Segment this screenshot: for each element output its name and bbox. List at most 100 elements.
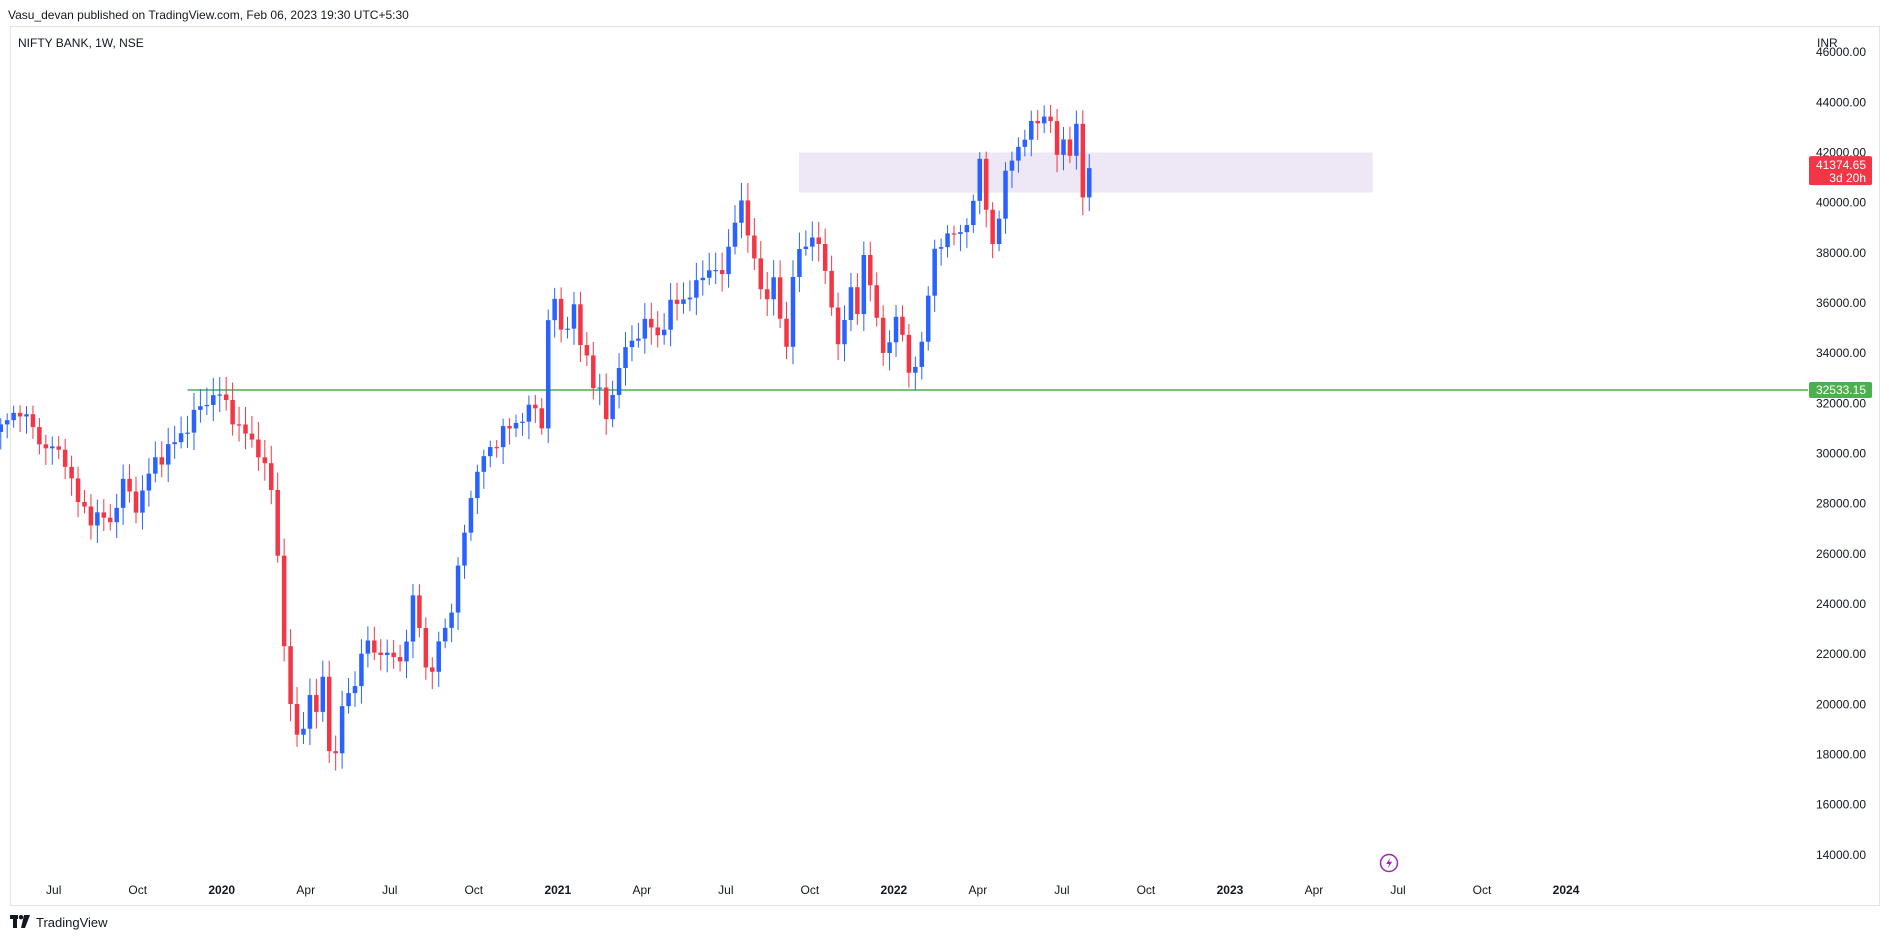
y-tick-label: 22000.00 [1816,647,1866,661]
y-tick-label: 34000.00 [1816,346,1866,360]
candle-body [900,316,905,335]
candle-body [520,421,525,423]
x-tick-label: Jul [1054,883,1069,897]
candle-body [372,640,377,653]
x-tick-label: Jul [382,883,397,897]
candle-body [597,387,602,389]
publish-text: Vasu_devan published on TradingView.com,… [8,8,409,22]
candle-body [346,693,351,707]
price-axis[interactable]: 14000.00 16000.00 18000.00 20000.00 22000.00… [1816,45,1866,862]
candle-body [694,280,699,298]
candle-body [269,463,274,490]
candle-body [384,652,390,656]
candle-body [745,200,751,236]
candle-body [4,420,10,425]
candle-body [462,532,467,566]
candle-body [629,340,635,348]
y-tick-label: 24000.00 [1816,597,1866,611]
candle-body [603,387,609,420]
candle-body [320,676,326,712]
support-price-label: 32533.15 [1816,383,1866,397]
candle-body [668,299,673,330]
candle-body [906,334,912,373]
candle-body [159,457,165,465]
y-tick-label: 40000.00 [1816,196,1866,210]
candle-body [82,502,87,507]
candle-body [468,498,474,533]
candle-body [436,641,441,672]
candle-body [288,646,293,704]
candle-body [43,444,49,449]
candle-body [539,408,545,429]
candle-body [1035,120,1040,124]
candle-body [404,641,409,662]
candle-body [24,414,29,417]
candle-body [449,612,454,628]
candle-body [249,433,255,440]
candle-body [146,473,152,491]
candle-body [333,751,338,754]
candle-body [500,426,506,448]
candle-body [211,395,216,405]
resistance-zone [799,152,1373,193]
x-tick-label: Oct [1137,883,1156,897]
y-tick-label: 36000.00 [1816,296,1866,310]
x-tick-label: 2024 [1553,883,1580,897]
candle-body [584,345,590,356]
candle-body [713,270,718,272]
candle-body [275,489,280,556]
candle-body [301,728,306,735]
candle-body [655,327,660,336]
candle-body [153,457,158,474]
candle-body [1087,168,1092,198]
candle-body [835,307,841,345]
candle-body [165,444,171,465]
candle-body [636,338,641,341]
candle-body [307,695,313,729]
candle-body [855,287,860,315]
x-tick-label: Apr [969,883,988,897]
candle-body [507,426,512,429]
candle-body [687,297,693,300]
time-axis[interactable]: Jul Oct 2020 Apr Jul Oct 2021 Apr Jul Oct 2022 Apr J… [46,883,1580,897]
footer-brand-text: TradingView [36,914,108,930]
x-tick-label: Jul [46,883,61,897]
candle-body [17,412,23,417]
lightning-event-icon[interactable] [1379,853,1399,873]
candle-body [771,277,776,300]
candle-body [185,432,190,434]
last-price-label: 41374.65 [1816,158,1866,172]
candle-body [726,246,731,275]
candle-body [1074,123,1079,156]
candle-body [623,347,628,369]
y-tick-label: 38000.00 [1816,246,1866,260]
footer-brand[interactable]: TradingView [10,910,108,934]
candle-body [977,158,983,201]
candle-body [642,318,648,339]
candle-body [1054,121,1060,155]
candle-body [919,341,925,367]
candle-body [243,424,248,434]
candle-body [0,424,3,432]
candle-body [822,244,828,271]
candle-body [1009,160,1015,171]
x-tick-label: Oct [801,883,820,897]
candle-body [971,200,976,226]
chart-frame[interactable] [10,26,1880,906]
candle-body [95,512,100,526]
candle-body [314,695,319,712]
candle-body [236,424,242,426]
candle-body [37,427,42,445]
candle-body [803,246,809,250]
currency-label: INR [1817,36,1838,50]
x-tick-label: Jul [718,883,733,897]
candle-body [417,595,422,628]
y-tick-label: 16000.00 [1816,798,1866,812]
candle-body [198,406,203,410]
candle-body [326,676,332,752]
x-tick-label: Apr [1305,883,1324,897]
candle-body [397,657,403,662]
candle-body [1048,116,1053,122]
